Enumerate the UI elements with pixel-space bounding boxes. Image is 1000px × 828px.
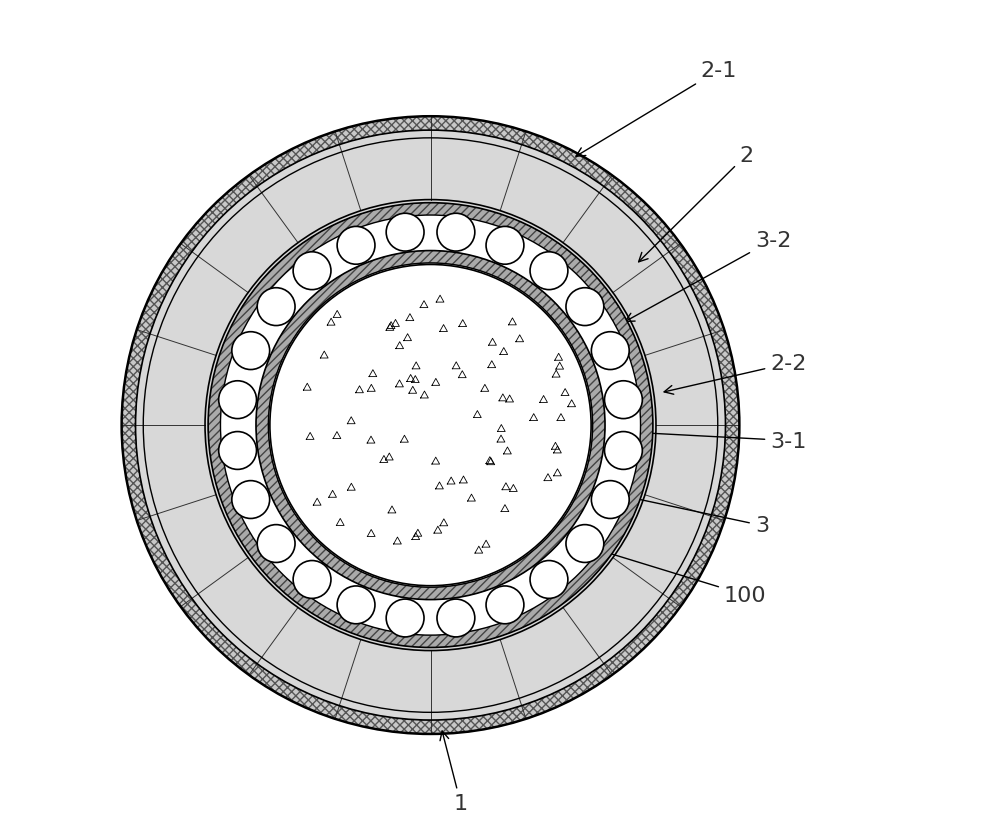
Circle shape [530,561,568,599]
Circle shape [337,586,375,624]
Text: 3: 3 [591,487,769,536]
Circle shape [530,253,568,291]
Text: 3-1: 3-1 [629,429,807,451]
Circle shape [257,288,295,326]
Text: 3-2: 3-2 [625,230,791,322]
Circle shape [232,332,270,370]
Circle shape [232,481,270,519]
Circle shape [386,214,424,252]
Circle shape [337,227,375,265]
Circle shape [386,599,424,638]
Circle shape [257,525,295,563]
Circle shape [270,265,591,586]
Text: 2-2: 2-2 [664,354,807,395]
Circle shape [437,214,475,252]
Circle shape [122,117,739,734]
Text: 2: 2 [639,146,753,262]
Circle shape [566,288,604,326]
Circle shape [486,227,524,265]
Circle shape [566,525,604,563]
Text: 2-1: 2-1 [576,60,737,157]
Circle shape [486,586,524,624]
Circle shape [591,481,629,519]
Circle shape [219,432,257,469]
Circle shape [605,432,642,469]
Text: 100: 100 [558,537,767,605]
Circle shape [605,382,642,419]
Circle shape [591,332,629,370]
Text: 1: 1 [440,731,468,813]
Circle shape [219,382,257,419]
Circle shape [293,561,331,599]
Circle shape [437,599,475,638]
Circle shape [293,253,331,291]
